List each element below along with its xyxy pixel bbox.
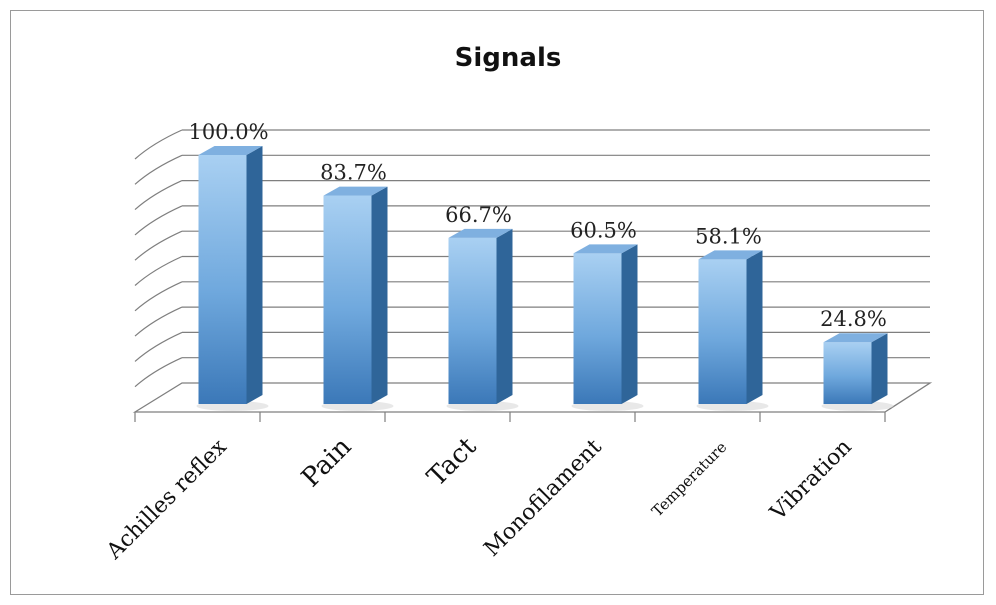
bar-front <box>323 195 372 404</box>
bar <box>446 228 519 411</box>
category-label: Pain <box>296 432 358 494</box>
bar-side <box>621 244 638 404</box>
bar-top <box>573 244 638 254</box>
bar-side <box>371 186 388 404</box>
bar-side <box>246 146 263 404</box>
value-label: 24.8% <box>820 307 887 331</box>
side-gridline <box>134 281 183 312</box>
gridlines <box>132 129 933 422</box>
bar-top <box>823 333 888 343</box>
category-label: Vibration <box>765 435 857 527</box>
bar <box>571 244 644 411</box>
value-label: 60.5% <box>570 218 637 242</box>
bar-top <box>323 186 388 196</box>
category-label: Temperature <box>648 438 730 520</box>
bar-side <box>746 250 763 404</box>
side-gridline <box>134 357 183 388</box>
category-label: Tact <box>422 431 483 492</box>
bar-side <box>871 333 888 404</box>
bar-front <box>698 259 747 404</box>
value-label: 83.7% <box>320 161 387 185</box>
bar-top <box>698 250 763 260</box>
bar-top <box>448 228 513 238</box>
category-label: Achilles reflex <box>101 434 232 565</box>
bar-side <box>496 228 513 404</box>
value-label: 58.1% <box>695 224 762 248</box>
bar-front <box>573 253 622 404</box>
side-gridline <box>134 154 183 185</box>
category-label: Monofilament <box>480 434 607 561</box>
side-gridline <box>134 230 183 261</box>
side-gridline <box>134 255 183 286</box>
bar-top <box>198 146 263 155</box>
side-gridline <box>134 180 183 211</box>
side-gridline <box>134 129 183 160</box>
value-label: 100.0% <box>188 120 268 144</box>
bar-front <box>823 342 872 404</box>
value-label: 66.7% <box>445 203 512 227</box>
bars <box>196 146 894 411</box>
bar <box>321 186 394 411</box>
chart-title: Signals <box>455 43 562 73</box>
bar <box>696 250 769 411</box>
bar-front <box>198 155 247 404</box>
bar <box>196 146 269 411</box>
side-gridline <box>134 205 183 236</box>
side-gridline <box>134 331 183 362</box>
bar <box>821 333 894 411</box>
value-labels: 100.0% 83.7% 66.7% 60.5% 58.1% 24.8% <box>188 120 886 331</box>
bar-front <box>448 237 497 404</box>
side-gridline <box>134 306 183 337</box>
